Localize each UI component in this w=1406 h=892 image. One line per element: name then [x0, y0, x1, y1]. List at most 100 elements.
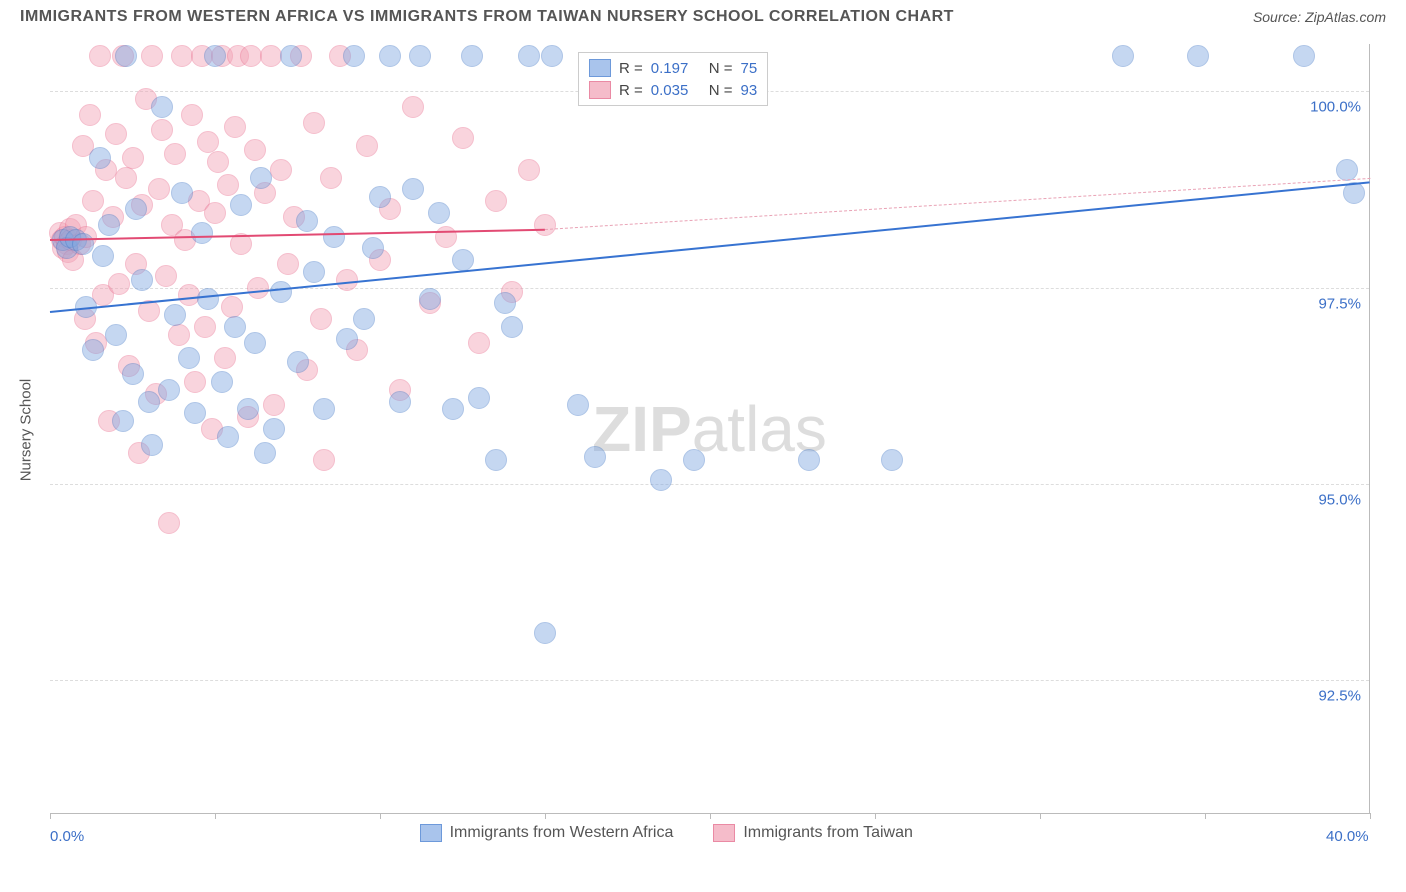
legend-n-value: 93: [741, 82, 758, 99]
scatter-point: [224, 116, 246, 138]
x-tick-mark: [545, 813, 546, 819]
scatter-point: [442, 398, 464, 420]
legend-item: Immigrants from Taiwan: [713, 824, 913, 842]
trend-line: [50, 229, 545, 241]
scatter-point: [260, 45, 282, 67]
legend-r-label: R =: [619, 60, 643, 77]
scatter-point: [296, 210, 318, 232]
scatter-point: [263, 418, 285, 440]
scatter-point: [105, 123, 127, 145]
scatter-point: [303, 261, 325, 283]
legend-stats: R = 0.197N = 75R = 0.035N = 93: [578, 52, 768, 106]
scatter-point: [356, 135, 378, 157]
scatter-point: [138, 391, 160, 413]
scatter-point: [79, 104, 101, 126]
scatter-point: [270, 159, 292, 181]
scatter-point: [171, 182, 193, 204]
scatter-point: [1293, 45, 1315, 67]
scatter-point: [184, 371, 206, 393]
scatter-point: [240, 45, 262, 67]
scatter-point: [89, 45, 111, 67]
scatter-point: [230, 194, 252, 216]
source-name: ZipAtlas.com: [1305, 9, 1386, 25]
scatter-point: [115, 167, 137, 189]
scatter-point: [105, 324, 127, 346]
x-tick-mark: [380, 813, 381, 819]
scatter-point: [148, 178, 170, 200]
scatter-point: [224, 316, 246, 338]
scatter-point: [158, 512, 180, 534]
scatter-point: [131, 269, 153, 291]
scatter-point: [518, 45, 540, 67]
legend-stats-row: R = 0.035N = 93: [589, 79, 757, 101]
legend-swatch: [420, 824, 442, 842]
scatter-point: [178, 347, 200, 369]
scatter-point: [567, 394, 589, 416]
scatter-point: [221, 296, 243, 318]
x-tick-mark: [1370, 813, 1371, 819]
scatter-point: [115, 45, 137, 67]
scatter-point: [452, 127, 474, 149]
scatter-point: [207, 151, 229, 173]
scatter-point: [197, 131, 219, 153]
scatter-point: [683, 449, 705, 471]
legend-n-label: N =: [709, 82, 733, 99]
scatter-point: [171, 45, 193, 67]
scatter-point: [141, 45, 163, 67]
scatter-point: [214, 347, 236, 369]
scatter-point: [336, 328, 358, 350]
scatter-point: [168, 324, 190, 346]
scatter-point: [122, 363, 144, 385]
legend-swatch: [589, 81, 611, 99]
scatter-point: [323, 226, 345, 248]
scatter-point: [244, 332, 266, 354]
scatter-point: [184, 402, 206, 424]
scatter-point: [122, 147, 144, 169]
legend-label: Immigrants from Taiwan: [743, 824, 913, 842]
scatter-point: [254, 442, 276, 464]
scatter-point: [313, 398, 335, 420]
gridline: [50, 680, 1369, 681]
scatter-point: [108, 273, 130, 295]
scatter-point: [650, 469, 672, 491]
legend-n-value: 75: [741, 60, 758, 77]
legend-item: Immigrants from Western Africa: [420, 824, 674, 842]
legend-label: Immigrants from Western Africa: [450, 824, 674, 842]
scatter-point: [1112, 45, 1134, 67]
scatter-point: [468, 387, 490, 409]
xlim-left: 0.0%: [50, 828, 84, 845]
scatter-point: [303, 112, 325, 134]
scatter-point: [151, 96, 173, 118]
chart-source: Source: ZipAtlas.com: [1253, 9, 1386, 25]
scatter-point: [310, 308, 332, 330]
scatter-point: [389, 391, 411, 413]
scatter-point: [798, 449, 820, 471]
scatter-point: [287, 351, 309, 373]
scatter-point: [277, 253, 299, 275]
scatter-point: [72, 233, 94, 255]
scatter-point: [534, 622, 556, 644]
scatter-point: [125, 198, 147, 220]
scatter-point: [362, 237, 384, 259]
x-tick-mark: [1205, 813, 1206, 819]
scatter-point: [112, 410, 134, 432]
scatter-point: [194, 316, 216, 338]
scatter-point: [336, 269, 358, 291]
y-tick-label: 92.5%: [1318, 688, 1361, 705]
scatter-point: [320, 167, 342, 189]
scatter-point: [270, 281, 292, 303]
source-prefix: Source:: [1253, 9, 1305, 25]
legend-swatch: [589, 59, 611, 77]
scatter-point: [419, 288, 441, 310]
chart-plot-area: ZIPatlas 92.5%95.0%97.5%100.0%R = 0.197N…: [50, 44, 1370, 814]
scatter-point: [881, 449, 903, 471]
x-tick-mark: [710, 813, 711, 819]
scatter-point: [518, 159, 540, 181]
scatter-point: [485, 449, 507, 471]
scatter-point: [402, 178, 424, 200]
scatter-point: [178, 284, 200, 306]
scatter-point: [204, 202, 226, 224]
legend-stats-row: R = 0.197N = 75: [589, 57, 757, 79]
xlim-right: 40.0%: [1326, 828, 1369, 845]
scatter-point: [82, 339, 104, 361]
